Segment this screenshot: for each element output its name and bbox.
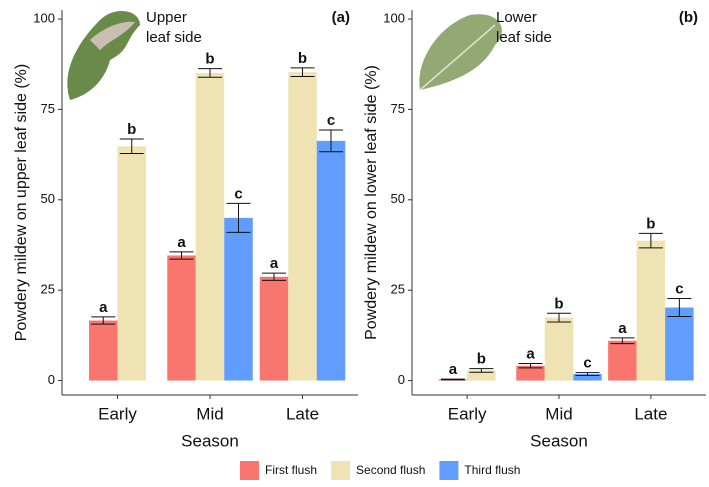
annotation: leaf side [146,29,202,46]
bar [316,140,346,381]
significance-letter: b [205,51,214,68]
significance-letter: c [583,355,591,372]
error-bar [226,202,251,233]
legend-label: First flush [265,463,317,477]
leaf-image [419,14,502,91]
error-bar [198,68,222,78]
error-bar [169,251,194,260]
x-tick-label: Mid [545,404,572,423]
leaf-vein [419,24,496,91]
bar [288,72,317,381]
x-tick-label: Early [98,404,137,423]
significance-letter: b [646,215,655,232]
y-tick-label: 75 [391,101,405,116]
annotation: leaf side [496,29,552,46]
y-tick-label: 50 [41,191,55,206]
y-tick-label: 100 [383,10,405,25]
significance-letter: a [526,346,535,363]
error-bar [610,337,635,345]
panel-label: (a) [332,9,350,26]
bar [195,72,225,381]
significance-letter: b [298,50,307,67]
significance-letter: a [618,320,627,337]
bar [467,370,496,381]
error-bar [262,272,286,281]
error-bar [290,67,315,78]
y-tick-label: 25 [41,282,55,297]
panel-label: (b) [679,9,698,26]
legend-swatch [439,461,459,480]
error-bar [638,232,663,249]
error-bar [91,316,116,325]
legend-swatch [331,461,351,480]
x-tick-label: Early [448,404,487,423]
significance-letter: a [449,361,458,378]
significance-letter: b [127,121,136,138]
error-bar [547,312,571,323]
bar [117,146,146,381]
significance-letter: a [99,299,108,316]
bar [636,240,666,381]
y-tick-label: 50 [391,191,405,206]
y-tick-label: 0 [48,372,55,387]
error-bar [440,378,465,381]
y-tick-label: 75 [41,101,55,116]
significance-letter: a [270,255,279,272]
significance-letter: c [234,185,242,202]
x-axis-title: Season [181,431,239,450]
significance-letter: b [477,351,486,368]
annotation: Upper [146,9,187,26]
error-bar [119,138,144,155]
bar [224,217,253,381]
error-bar [667,297,692,318]
significance-letter: b [554,295,563,312]
x-tick-label: Late [634,404,667,423]
significance-letter: c [675,280,683,297]
x-axis-title: Season [530,431,588,450]
bar [89,320,118,381]
error-bar [319,129,343,153]
y-tick-label: 0 [398,372,405,387]
bar [608,340,637,381]
legend-swatch [240,461,259,480]
y-tick-label: 25 [391,282,405,297]
error-bar [575,372,600,376]
bar [665,307,694,381]
bar [516,365,545,381]
significance-letter: a [177,234,186,251]
y-axis-title: Powdery mildew on lower leaf side (%) [363,65,380,340]
leaf-mildew [90,21,135,50]
legend-label: Third flush [464,463,520,477]
bar [544,317,574,381]
error-bar [518,363,543,369]
legend-label: Second flush [356,463,425,477]
bar [259,276,289,381]
x-tick-label: Late [286,404,319,423]
y-axis-title: Powdery mildew on upper leaf side (%) [13,64,30,341]
error-bar [469,368,494,373]
annotation: Lower [496,9,537,26]
bar [167,255,196,381]
bar [573,374,602,381]
significance-letter: c [327,112,335,129]
x-tick-label: Mid [196,404,223,423]
y-tick-label: 100 [33,10,55,25]
